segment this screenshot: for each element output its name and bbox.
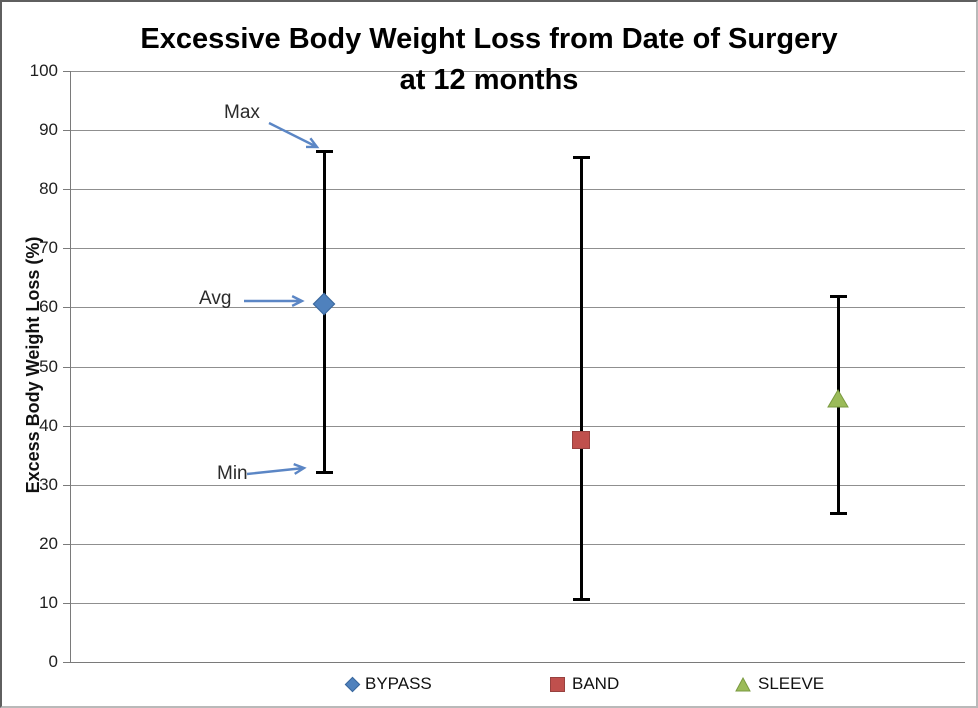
y-axis-tick xyxy=(63,71,70,72)
legend-item-band: BAND xyxy=(550,672,619,696)
y-axis-tick xyxy=(63,602,70,604)
gridline xyxy=(70,602,965,604)
y-axis-tick xyxy=(63,484,70,486)
y-axis-tick xyxy=(63,366,70,368)
y-axis-tick xyxy=(63,425,70,427)
error-bar-min-cap xyxy=(573,597,590,601)
gridline xyxy=(70,71,965,72)
chart-title-line1: Excessive Body Weight Loss from Date of … xyxy=(140,23,838,55)
marker-bypass xyxy=(312,293,336,316)
legend-item-sleeve: SLEEVE xyxy=(735,672,824,696)
y-tick-label: 10 xyxy=(39,592,58,612)
gridline xyxy=(70,189,965,191)
y-tick-label: 50 xyxy=(39,356,58,376)
y-axis-tick xyxy=(63,662,70,663)
annotation-label-avg: Avg xyxy=(199,288,232,309)
annotation-label-max: Max xyxy=(224,102,260,123)
y-tick-label: 80 xyxy=(39,179,58,199)
y-tick-label: 40 xyxy=(39,415,58,435)
y-tick-label: 0 xyxy=(48,652,58,671)
legend-label: SLEEVE xyxy=(758,674,825,693)
gridline xyxy=(70,543,965,545)
chart-title: Excessive Body Weight Loss from Date of … xyxy=(2,19,976,101)
marker-sleeve xyxy=(827,389,849,409)
error-bar-max-cap xyxy=(830,294,847,298)
gridline xyxy=(70,130,965,132)
error-bar-max-cap xyxy=(316,149,333,153)
y-axis-tick xyxy=(63,189,70,191)
error-bar-min-cap xyxy=(316,470,333,474)
y-tick-label: 90 xyxy=(39,120,58,140)
legend-item-bypass: BYPASS xyxy=(344,672,432,696)
y-axis-tick xyxy=(63,248,70,250)
error-bar-band xyxy=(580,156,583,600)
gridline xyxy=(70,307,965,309)
y-axis-tick xyxy=(63,130,70,132)
legend-triangle-icon xyxy=(735,676,751,692)
legend-label: BYPASS xyxy=(365,674,432,693)
y-axis-title: Excess Body Weight Loss (%) xyxy=(23,236,43,494)
error-bar-max-cap xyxy=(573,155,590,159)
gridline xyxy=(70,484,965,486)
y-tick-label: 20 xyxy=(39,533,58,553)
legend-diamond-icon xyxy=(344,676,361,692)
gridline xyxy=(70,662,965,663)
y-tick-label: 30 xyxy=(39,474,58,494)
gridline xyxy=(70,248,965,250)
y-tick-label: 70 xyxy=(39,238,58,258)
legend-square-icon xyxy=(550,676,565,692)
y-axis-tick xyxy=(63,543,70,545)
y-tick-label: 100 xyxy=(29,61,58,80)
error-bar-min-cap xyxy=(830,512,847,516)
marker-band xyxy=(572,431,590,450)
gridline xyxy=(70,366,965,368)
y-axis-line xyxy=(70,71,71,663)
y-tick-label: 60 xyxy=(39,297,58,317)
gridline xyxy=(70,425,965,427)
legend-label: BAND xyxy=(572,674,620,693)
chart-title-line2: at 12 months xyxy=(399,64,579,96)
y-axis-tick xyxy=(63,307,70,309)
annotation-label-min: Min xyxy=(217,463,248,484)
